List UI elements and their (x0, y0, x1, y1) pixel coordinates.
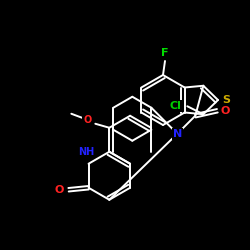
Text: O: O (83, 115, 92, 125)
Text: Cl: Cl (170, 101, 181, 111)
Text: O: O (221, 106, 230, 116)
Text: O: O (55, 185, 64, 195)
Text: S: S (222, 95, 230, 105)
Text: F: F (161, 48, 169, 58)
Text: NH: NH (78, 147, 95, 157)
Text: N: N (173, 129, 182, 139)
